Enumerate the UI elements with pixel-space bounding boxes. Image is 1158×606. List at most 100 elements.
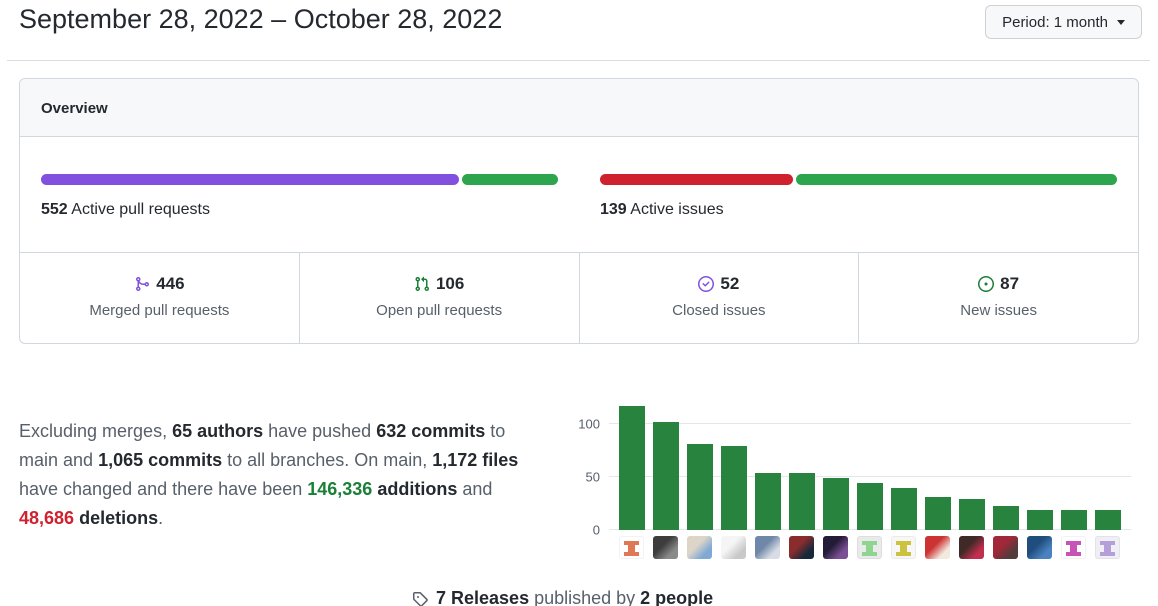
commit-count-bar (1095, 510, 1121, 530)
pull-requests-summary: 552 Active pull requests (20, 137, 579, 252)
header-divider (7, 60, 1150, 61)
active-issues-text: Active issues (630, 201, 724, 218)
active-issues-label: 139 Active issues (600, 201, 1117, 219)
author-avatar[interactable] (619, 536, 644, 559)
period-dropdown-button[interactable]: Period: 1 month (985, 5, 1142, 39)
author-avatars-row (619, 536, 1131, 559)
text-segment: Excluding merges, (19, 421, 173, 441)
releases-heading: 7 Releases published by 2 people (412, 588, 713, 606)
commit-count-bar (959, 499, 985, 530)
commit-count-bar (653, 422, 679, 530)
y-axis-tick-label: 100 (578, 416, 600, 432)
y-axis-tick-label: 50 (585, 469, 600, 485)
commit-count-bar (721, 446, 747, 530)
period-dropdown-label: Period: 1 month (1002, 13, 1108, 31)
new-issues-stat: 87 New issues (858, 253, 1138, 343)
summary-line: main and 1,065 commits to all branches. … (19, 446, 518, 475)
commit-count-bar (891, 488, 917, 530)
active-pull-requests-text: Active pull requests (71, 201, 210, 218)
text-segment: 632 commits (376, 421, 486, 441)
text-segment: 48,686 (19, 508, 75, 528)
chart-bars (619, 406, 1129, 530)
commit-count-bar (1027, 510, 1053, 530)
commit-count-bar (755, 473, 781, 530)
open-pull-requests-count: 106 (435, 274, 465, 293)
activity-summary: 552 Active pull requests 139 Active issu… (20, 137, 1138, 252)
text-segment: additions (377, 479, 458, 499)
summary-line: have changed and there have been 146,336… (19, 475, 518, 504)
text-segment: published by (529, 588, 641, 606)
text-segment: 65 authors (172, 421, 264, 441)
open-pull-requests-stat: 106 Open pull requests (298, 253, 579, 343)
active-issues-count: 139 (600, 201, 627, 218)
y-axis-tick-label: 0 (592, 522, 600, 538)
issues-summary: 139 Active issues (579, 137, 1138, 252)
text-segment: 2 people (640, 588, 714, 606)
summary-line: 48,686 deletions. (19, 504, 518, 533)
git-merge-icon (134, 276, 150, 292)
text-segment: and (457, 479, 493, 499)
pull-requests-progress-bar (41, 174, 558, 185)
merged-pull-requests-stat: 446 Merged pull requests (20, 253, 299, 343)
author-avatar[interactable] (1095, 536, 1120, 559)
summary-line: Excluding merges, 65 authors have pushed… (19, 417, 518, 446)
issue-closed-icon (698, 276, 715, 292)
closed-issues-count: 52 (720, 274, 740, 293)
author-avatar[interactable] (993, 536, 1018, 559)
text-segment: 7 Releases (436, 588, 530, 606)
text-segment: 146,336 (307, 479, 373, 499)
author-avatar[interactable] (653, 536, 678, 559)
closed-issues-segment (600, 174, 794, 185)
active-pull-requests-label: 552 Active pull requests (41, 201, 558, 219)
commit-count-bar (857, 483, 883, 530)
commit-summary: Excluding merges, 65 authors have pushed… (19, 417, 518, 533)
issue-opened-icon (978, 276, 995, 292)
commit-count-bar (687, 444, 713, 530)
author-avatar[interactable] (925, 536, 950, 559)
commit-count-bar (823, 478, 849, 530)
commits-per-author-chart: 0 50 100 (575, 392, 1131, 559)
gridline (609, 476, 1131, 477)
author-avatar[interactable] (959, 536, 984, 559)
page-title: September 28, 2022 – October 28, 2022 (19, 4, 503, 34)
open-pull-requests-label: Open pull requests (376, 302, 503, 319)
author-avatar[interactable] (721, 536, 746, 559)
commit-count-bar (993, 506, 1019, 530)
author-avatar[interactable] (755, 536, 780, 559)
text-segment: 1,065 commits (98, 450, 223, 470)
text-segment: to (485, 421, 506, 441)
text-segment: have changed and there have been (19, 479, 308, 499)
closed-issues-stat: 52 Closed issues (578, 253, 859, 343)
merged-pull-requests-segment (41, 174, 459, 185)
text-segment: have pushed (263, 421, 377, 441)
overview-panel: Overview 552 Active pull requests 139 Ac… (19, 78, 1139, 344)
author-avatar[interactable] (687, 536, 712, 559)
git-pull-request-icon (414, 276, 430, 292)
text-segment: 1,172 files (432, 450, 519, 470)
chart-y-axis: 0 50 100 (575, 392, 609, 538)
text-segment: . (158, 508, 164, 528)
author-avatar[interactable] (1061, 536, 1086, 559)
author-avatar[interactable] (823, 536, 848, 559)
author-avatar[interactable] (789, 536, 814, 559)
commit-count-bar (789, 473, 815, 530)
closed-issues-label: Closed issues (672, 302, 766, 319)
merged-pull-requests-count: 446 (156, 274, 185, 293)
commit-count-bar (619, 406, 645, 530)
text-segment: main and (19, 450, 99, 470)
text-segment: deletions (79, 508, 159, 528)
author-avatar[interactable] (857, 536, 882, 559)
text-segment: to all branches. On main, (222, 450, 433, 470)
releases-text: 7 Releases published by 2 people (436, 588, 713, 606)
open-pull-requests-segment (461, 174, 558, 185)
overview-heading: Overview (20, 79, 1138, 137)
author-avatar[interactable] (891, 536, 916, 559)
chart-plot-area (609, 392, 1131, 530)
caret-down-icon (1117, 19, 1125, 25)
new-issues-label: New issues (960, 302, 1037, 319)
author-avatar[interactable] (1027, 536, 1052, 559)
tag-icon (412, 591, 428, 606)
gridline (609, 423, 1131, 424)
commit-count-bar (1061, 510, 1087, 530)
